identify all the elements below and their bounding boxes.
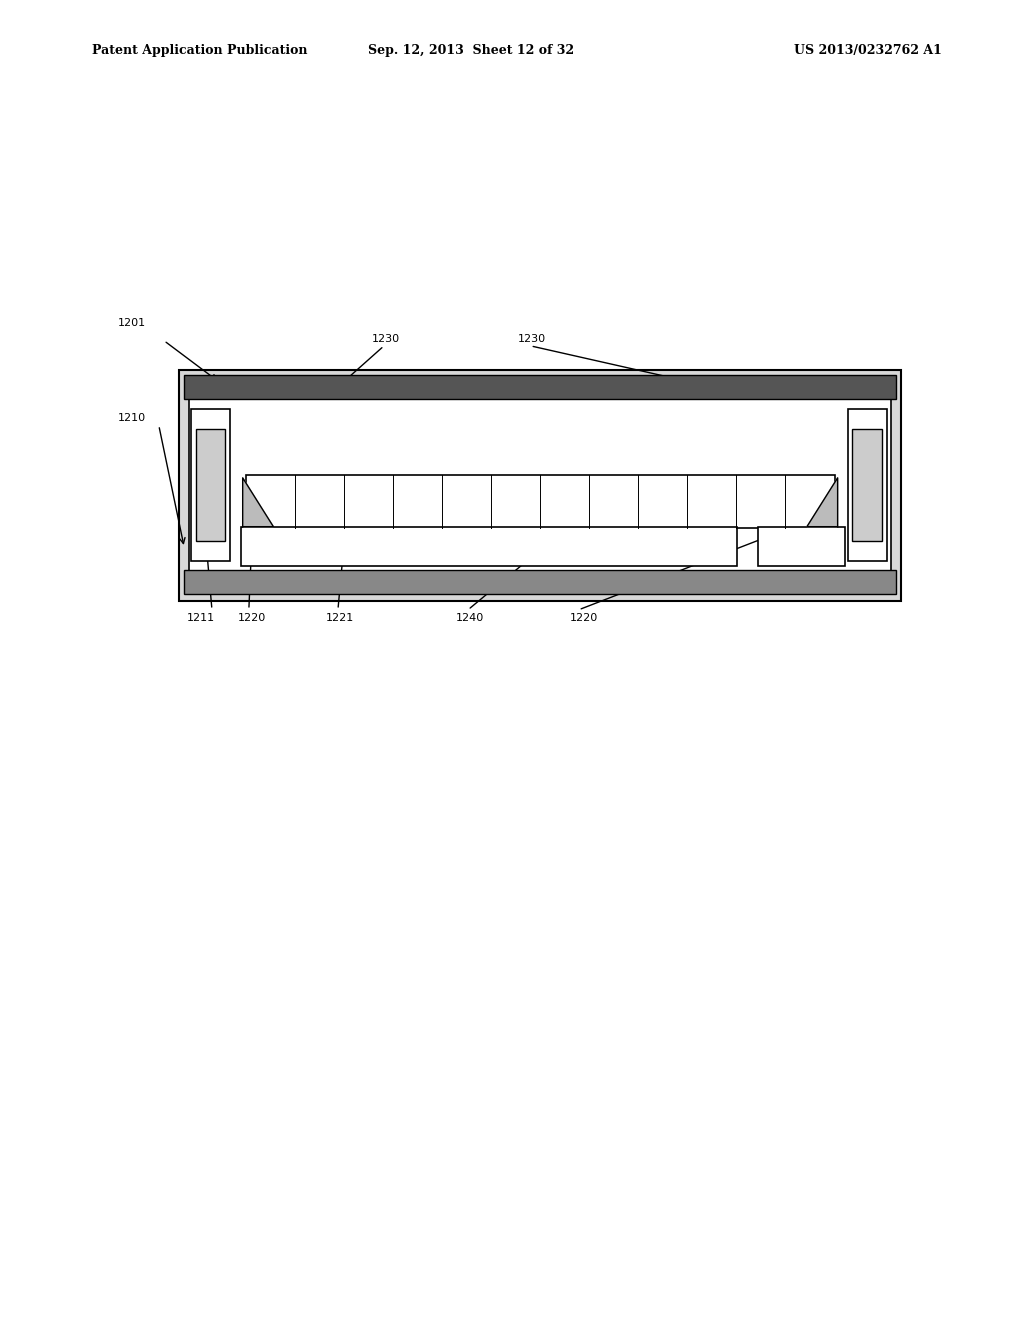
Bar [184,375,896,399]
Bar [852,429,882,541]
Text: Sep. 12, 2013  Sheet 12 of 32: Sep. 12, 2013 Sheet 12 of 32 [368,44,574,57]
Text: 1221: 1221 [326,612,354,623]
Text: 1201: 1201 [118,318,145,329]
Bar [191,409,230,561]
Polygon shape [243,478,273,527]
Text: Figure 12: Figure 12 [453,491,571,512]
Text: US 2013/0232762 A1: US 2013/0232762 A1 [795,44,942,57]
Text: 1220: 1220 [238,612,266,623]
Bar [179,370,901,601]
Bar [758,527,845,566]
Text: 1230: 1230 [518,334,546,345]
Bar [848,409,887,561]
Bar [196,429,225,541]
Text: 1240: 1240 [456,612,484,623]
Bar [184,570,896,594]
Bar [246,475,835,528]
Text: 1210: 1210 [118,413,145,424]
Text: Patent Application Publication: Patent Application Publication [92,44,307,57]
Text: 1220: 1220 [569,612,598,623]
Text: 1211: 1211 [186,612,214,623]
Bar [189,389,891,581]
Polygon shape [807,478,838,527]
Text: 1230: 1230 [372,334,399,345]
Bar [241,527,737,566]
